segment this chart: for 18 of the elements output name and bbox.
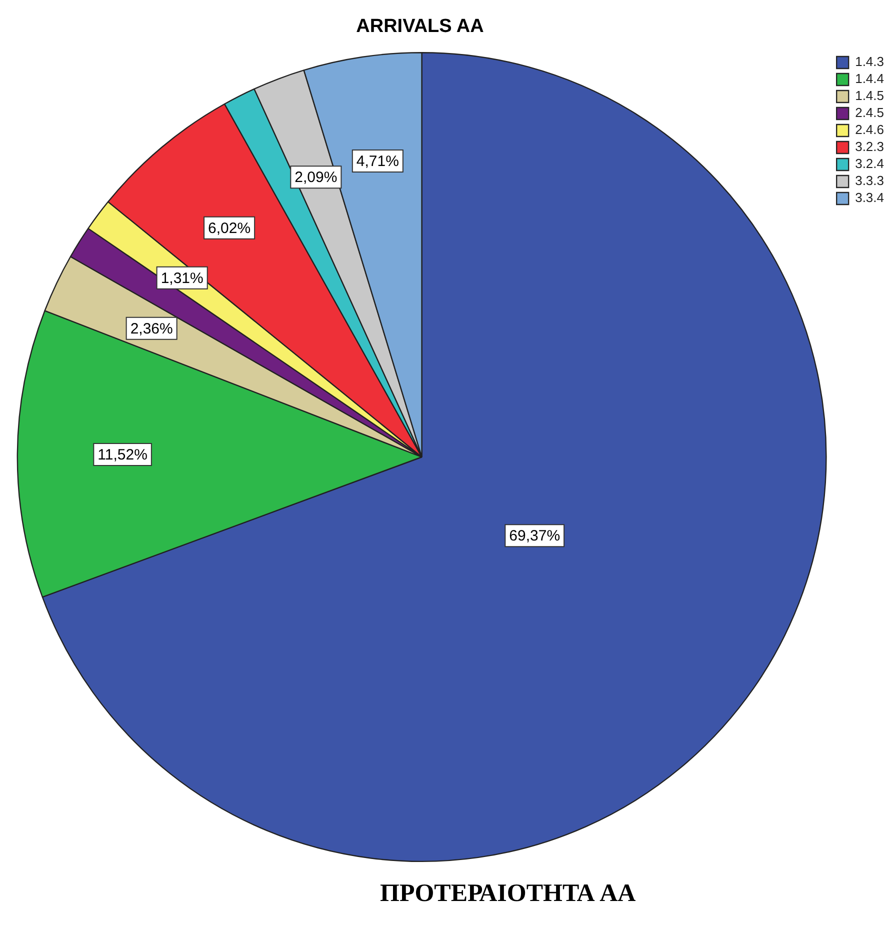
legend-label: 2.4.5 — [855, 105, 884, 120]
legend-label: 1.4.4 — [855, 71, 884, 86]
legend-label: 1.4.3 — [855, 54, 884, 70]
data-label: 2,09% — [294, 169, 338, 186]
data-label: 6,02% — [208, 220, 251, 238]
data-label: 4,71% — [356, 153, 399, 170]
chart-title: ARRIVALS AA — [355, 16, 485, 38]
legend-label: 3.2.3 — [855, 139, 884, 154]
legend-label: 1.4.5 — [855, 88, 884, 104]
text: ΠΡΟΤΕΡΑΙΟΤΗΤΑ AA — [380, 880, 636, 908]
legend-label: 2.4.6 — [855, 122, 884, 138]
data-label: 2,36% — [130, 320, 173, 338]
data-label: 11,52% — [98, 446, 148, 464]
legend-label: 3.2.4 — [855, 156, 884, 172]
data-label: 1,31% — [160, 270, 204, 287]
legend-label: 3.3.3 — [855, 173, 884, 188]
legend-label: 3.3.4 — [855, 190, 884, 206]
data-label: 69,37% — [509, 528, 560, 545]
